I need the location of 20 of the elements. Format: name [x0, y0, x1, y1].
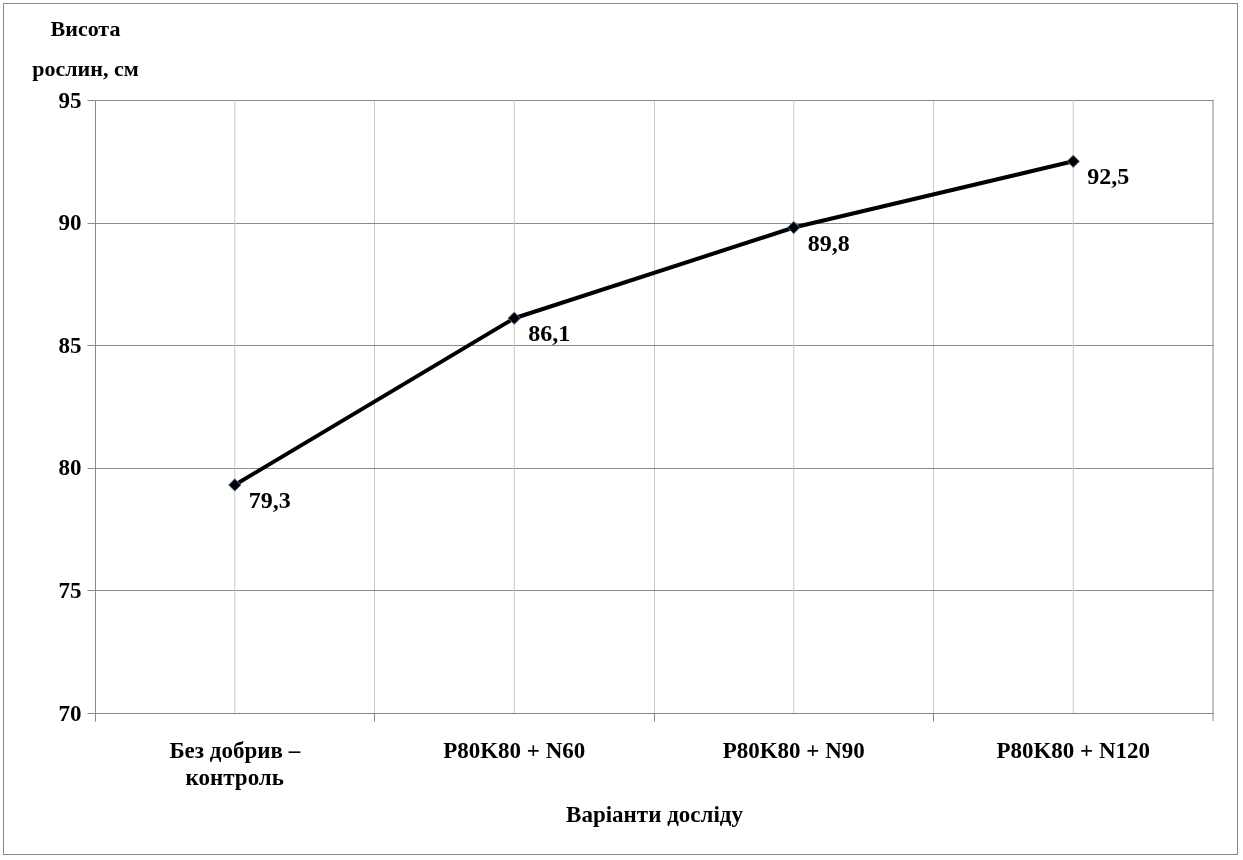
x-tick-label: P80K80 + N90: [722, 737, 865, 763]
point: [1066, 154, 1080, 168]
data-label: 89,8: [807, 229, 850, 256]
y-tick-label: 95: [58, 87, 82, 113]
point: [507, 311, 521, 325]
x-tick-label: Без добрив – контроль: [169, 737, 301, 790]
x-axis-title: Варіанти досліду: [566, 801, 744, 827]
y-tick-label: 80: [58, 455, 82, 481]
point: [228, 478, 242, 492]
y-tick-label: 85: [58, 332, 82, 358]
point: [787, 220, 801, 235]
data-label: 86,1: [528, 320, 571, 347]
y-tick-label: 70: [58, 700, 82, 726]
y-tick-label: 90: [58, 210, 82, 236]
data-label: 79,3: [248, 486, 291, 513]
x-tick-label: P80K80 + N120: [996, 737, 1151, 763]
data-label: 92,5: [1087, 163, 1130, 190]
x-tick-label: P80K80 + N60: [443, 737, 586, 763]
y-axis-title: Висота рослин, см: [32, 15, 139, 81]
y-tick-label: 75: [58, 577, 82, 603]
